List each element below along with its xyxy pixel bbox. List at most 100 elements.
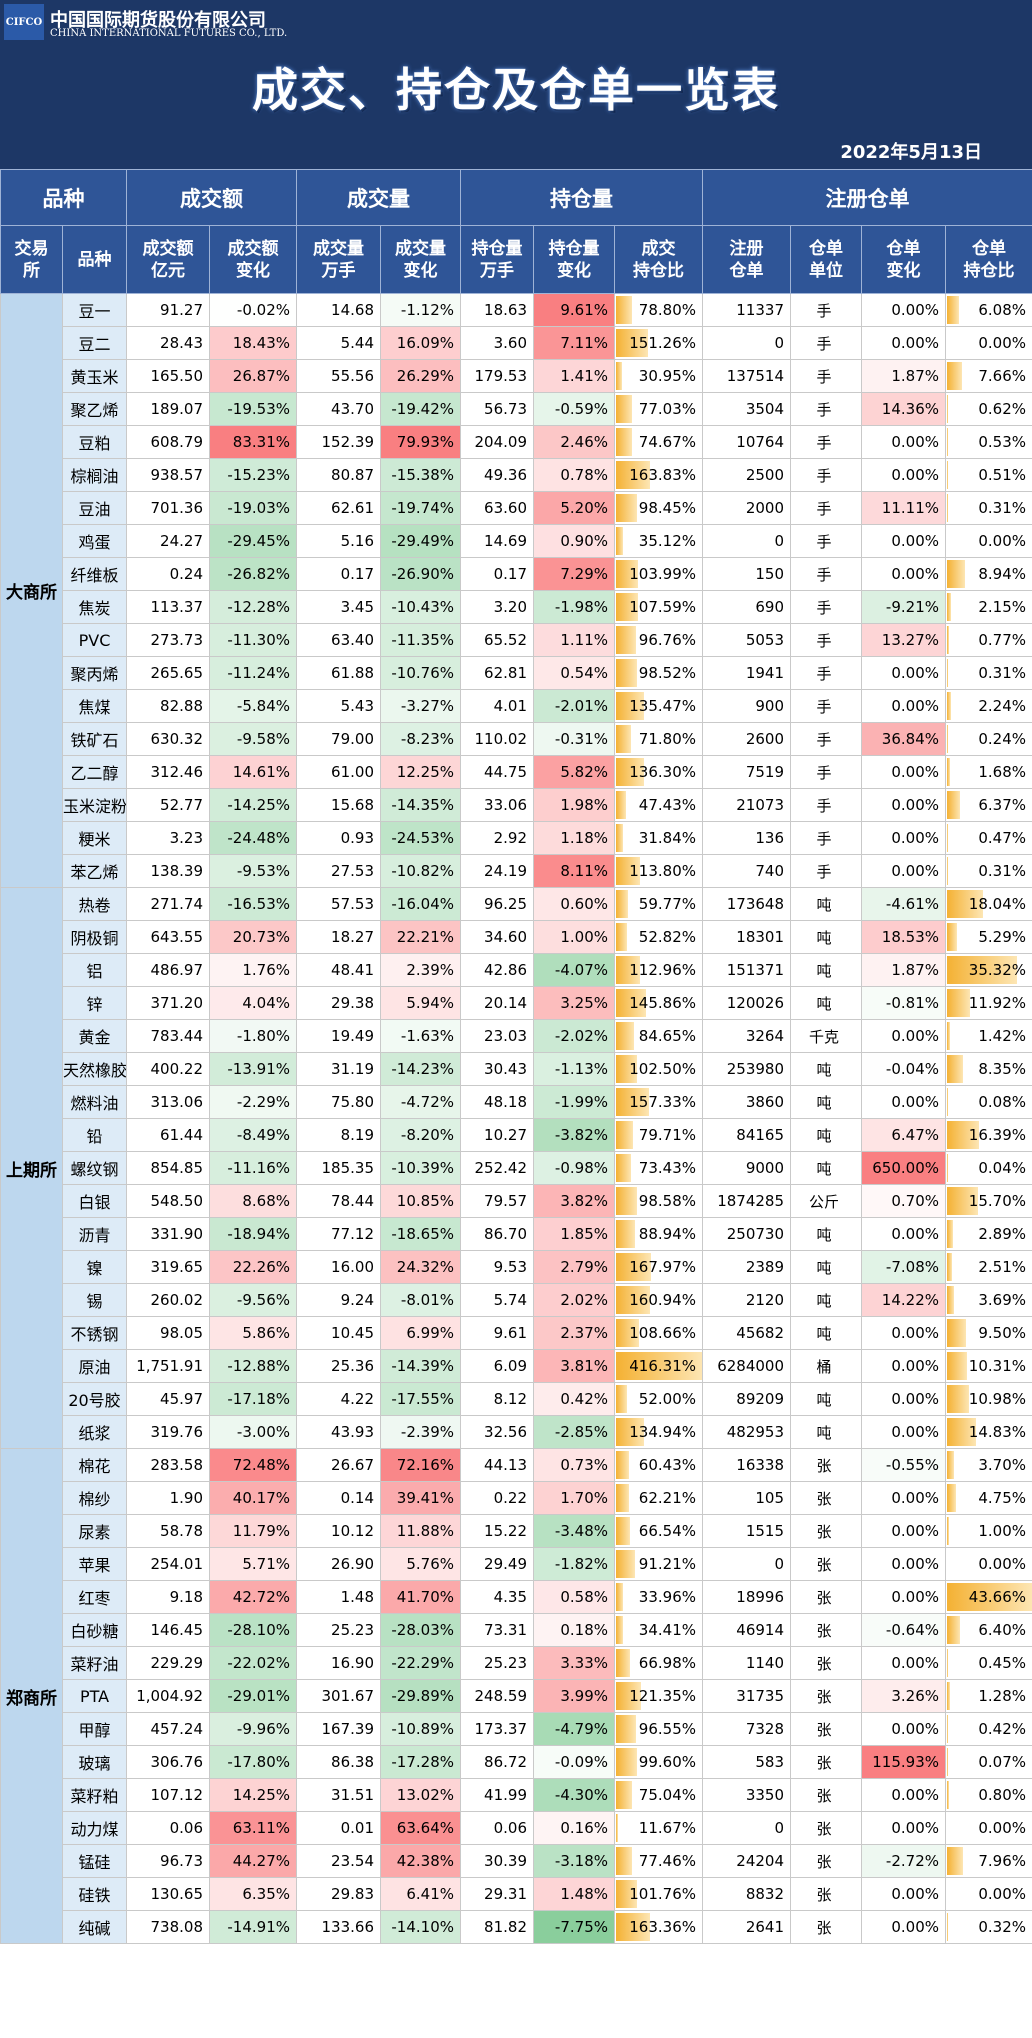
cell: -12.28% bbox=[209, 590, 297, 624]
variety: 玉米淀粉 bbox=[62, 788, 127, 822]
cell-text: 吨 bbox=[816, 1126, 832, 1145]
cell-text: 吨 bbox=[816, 1258, 832, 1277]
ratio-bar bbox=[616, 956, 640, 984]
cell-text: 88.94% bbox=[638, 1225, 696, 1243]
cell-text: 1.98% bbox=[560, 796, 608, 814]
cell: -11.30% bbox=[209, 623, 297, 657]
cell: 1.00% bbox=[533, 920, 615, 954]
cell-text: 0.24 bbox=[169, 565, 203, 583]
cell-text: -9.96% bbox=[236, 1720, 290, 1738]
cell: 0.17 bbox=[296, 557, 381, 591]
ratio-bar bbox=[947, 1418, 977, 1446]
cell: 34.60 bbox=[460, 920, 534, 954]
cell-text: 33.06 bbox=[484, 796, 527, 814]
variety: 棉花 bbox=[62, 1448, 127, 1482]
cell: -14.23% bbox=[380, 1052, 461, 1086]
cell-text: 0.31% bbox=[978, 664, 1026, 682]
cell: 331.90 bbox=[126, 1217, 210, 1251]
cell-text: 6.99% bbox=[406, 1324, 454, 1342]
cell-text: 13.02% bbox=[396, 1786, 454, 1804]
cell-text: 手 bbox=[816, 466, 832, 485]
cell: -22.02% bbox=[209, 1646, 297, 1680]
cell-text: 张 bbox=[816, 1918, 832, 1937]
cell-text: 24.27 bbox=[160, 532, 203, 550]
cell-text: 43.70 bbox=[331, 400, 374, 418]
cell: 9.24 bbox=[296, 1283, 381, 1317]
variety: 粳米 bbox=[62, 821, 127, 855]
cell-text: -3.82% bbox=[554, 1126, 608, 1144]
cell: 1.18% bbox=[533, 821, 615, 855]
cell-text: 173.37 bbox=[474, 1720, 528, 1738]
cell-text: 313.06 bbox=[150, 1093, 204, 1111]
ratio-bar bbox=[947, 593, 952, 621]
cell-text: -14.25% bbox=[227, 796, 290, 814]
cell-text: 102.50% bbox=[629, 1060, 696, 1078]
cell-text: 手 bbox=[816, 301, 832, 320]
cell: 486.97 bbox=[126, 953, 210, 987]
cell-text: 41.99 bbox=[484, 1786, 527, 1804]
cell-text: 36.84% bbox=[881, 730, 939, 748]
cell-text: 16.00 bbox=[331, 1258, 374, 1276]
cell: 75.80 bbox=[296, 1085, 381, 1119]
cell: 19.49 bbox=[296, 1019, 381, 1053]
cell: -4.30% bbox=[533, 1778, 615, 1812]
cell: 248.59 bbox=[460, 1679, 534, 1713]
cell-text: 47.43% bbox=[638, 796, 696, 814]
cell-text: 43.93 bbox=[331, 1423, 374, 1441]
cell-text: -28.03% bbox=[391, 1621, 454, 1639]
cell-text: 20.14 bbox=[484, 994, 527, 1012]
cell-text: 79.71% bbox=[638, 1126, 696, 1144]
cell: -15.23% bbox=[209, 458, 297, 492]
data-row: 焦炭 113.37 -12.28% 3.45 -10.43% 3.20 -1.98% 107.… bbox=[1, 590, 1032, 624]
cell: 173.37 bbox=[460, 1712, 534, 1746]
cell: 手 bbox=[790, 326, 862, 360]
cell-text: 0.00% bbox=[891, 1489, 939, 1507]
data-row: PVC 273.73 -11.30% 63.40 -11.35% 65.52 1.11% 96… bbox=[1, 623, 1032, 657]
ratio-bar bbox=[947, 560, 965, 588]
cell-text: 86.38 bbox=[331, 1753, 374, 1771]
cell: 79.93% bbox=[380, 425, 461, 459]
cell-text: 44.27% bbox=[232, 1852, 290, 1870]
cell-text: 粳米 bbox=[78, 830, 111, 849]
cell: 2.15% bbox=[945, 590, 1032, 624]
cell: 20.14 bbox=[460, 986, 534, 1020]
cell-text: -7.75% bbox=[554, 1918, 608, 1936]
cell-text: 公斤 bbox=[808, 1192, 839, 1211]
cell: 0.24% bbox=[945, 722, 1032, 756]
cell-text: 72.48% bbox=[232, 1456, 290, 1474]
cell: 29.49 bbox=[460, 1547, 534, 1581]
cell: 张 bbox=[790, 1910, 862, 1944]
ratio-bar bbox=[616, 1583, 624, 1611]
cell-text: 30.39 bbox=[484, 1852, 527, 1870]
cell-text: 28.43 bbox=[160, 334, 203, 352]
cell-text: 3.25% bbox=[560, 994, 608, 1012]
cell: 65.52 bbox=[460, 623, 534, 657]
cell: 47.43% bbox=[614, 788, 703, 822]
cell: 121.35% bbox=[614, 1679, 703, 1713]
ratio-bar bbox=[616, 1847, 633, 1875]
cell-text: 5.94% bbox=[406, 994, 454, 1012]
cell: 31.84% bbox=[614, 821, 703, 855]
cell: 3.70% bbox=[945, 1448, 1032, 1482]
ratio-bar bbox=[616, 1814, 619, 1842]
cell-text: 0.00% bbox=[978, 532, 1026, 550]
cell: 11.11% bbox=[861, 491, 946, 525]
cell-text: -14.39% bbox=[391, 1357, 454, 1375]
cell: 110.02 bbox=[460, 722, 534, 756]
ratio-bar bbox=[947, 395, 949, 423]
cell: 900 bbox=[702, 689, 791, 723]
cell: 34.41% bbox=[614, 1613, 703, 1647]
cell-text: 18.27 bbox=[331, 928, 374, 946]
ratio-bar bbox=[947, 1253, 952, 1281]
cell: 吨 bbox=[790, 1151, 862, 1185]
cell: 9.61% bbox=[533, 293, 615, 327]
cell: 102.50% bbox=[614, 1052, 703, 1086]
cell-text: 0.00% bbox=[891, 796, 939, 814]
cell: 60.43% bbox=[614, 1448, 703, 1482]
cell-text: 1.42% bbox=[978, 1027, 1026, 1045]
cell: 9.61 bbox=[460, 1316, 534, 1350]
ratio-bar bbox=[616, 1649, 630, 1677]
cell: 8.68% bbox=[209, 1184, 297, 1218]
cell-text: 手 bbox=[816, 697, 832, 716]
